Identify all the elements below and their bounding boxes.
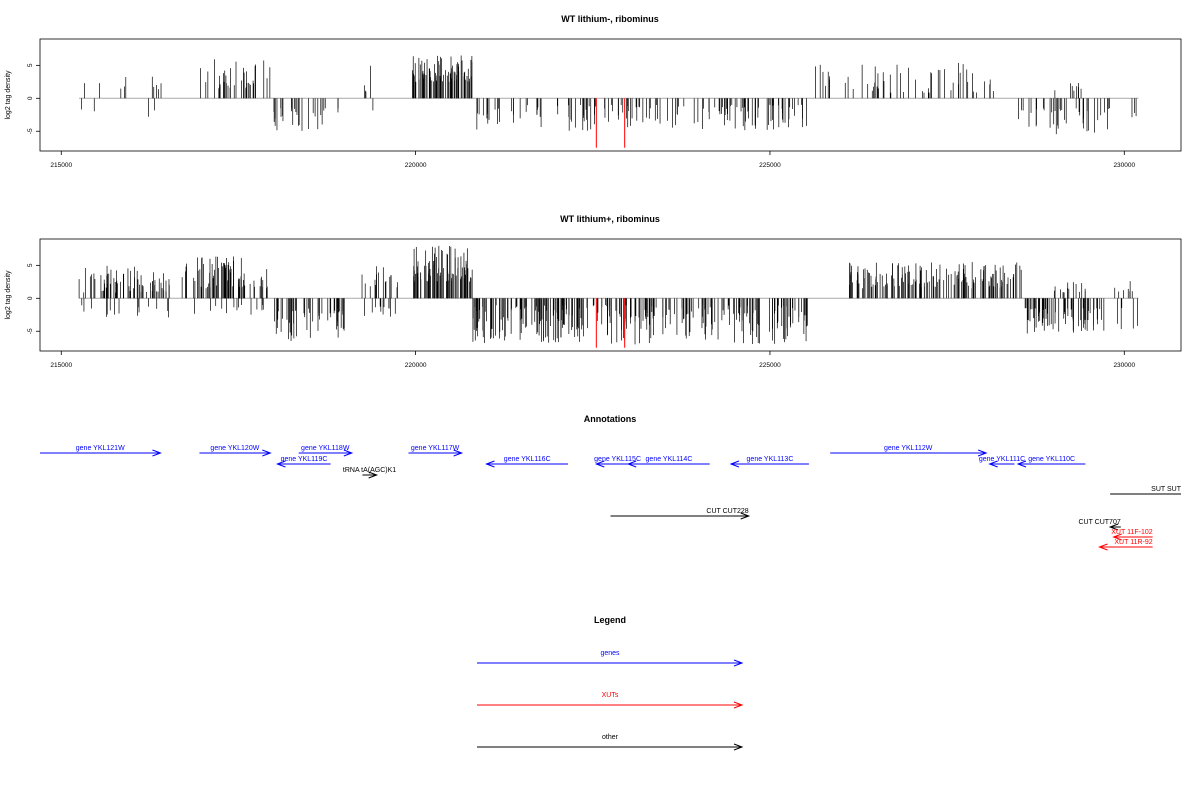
legend-label: other bbox=[602, 734, 619, 741]
panel2-ylabel: log2 tag density bbox=[5, 270, 12, 320]
annotation-feature: gene YKL116C bbox=[485, 456, 568, 468]
annotation-tracks: gene YKL121W gene YKL120W gene YKL118W gene… bbox=[40, 445, 1182, 551]
annotation-feature: XUT 11R-92 bbox=[1098, 539, 1153, 551]
arrow-head bbox=[1098, 543, 1108, 551]
arrow-head bbox=[988, 460, 998, 468]
annotation-label: gene YKL120W bbox=[210, 445, 259, 452]
annotation-feature: tRNA tA(AGC)K1 bbox=[343, 467, 396, 479]
annotation-label: gene YKL112W bbox=[884, 445, 933, 452]
legend-item-genes: genes bbox=[477, 650, 744, 667]
annotation-feature: gene YKL113C bbox=[729, 456, 809, 468]
annotation-feature: gene YKL112W bbox=[830, 445, 988, 457]
annotation-feature: gene YKL120W bbox=[199, 445, 272, 457]
arrow-head bbox=[740, 512, 751, 520]
annotation-label: CUT CUT707 bbox=[1078, 519, 1120, 526]
legend-item-other: other bbox=[477, 734, 744, 751]
annotation-feature: CUT CUT707 bbox=[1078, 519, 1121, 531]
x-tick-label: 230000 bbox=[1113, 362, 1135, 369]
y-tick-label: 5 bbox=[27, 263, 34, 267]
x-tick-label: 225000 bbox=[759, 162, 781, 169]
legend-item-XUTs: XUTs bbox=[477, 692, 744, 709]
annotation-label: XUT 11R-92 bbox=[1114, 539, 1152, 546]
density-bars bbox=[81, 55, 1137, 135]
legend-title: Legend bbox=[594, 615, 626, 625]
annotation-label: gene YKL113C bbox=[747, 456, 794, 463]
panel2-plot: 215000 220000 225000 230000 -5 0 5 bbox=[27, 238, 1182, 369]
panel1-ylabel: log2 tag density bbox=[5, 70, 12, 120]
arrow-head bbox=[1112, 533, 1122, 541]
annotation-label: gene YKL115C bbox=[594, 456, 641, 463]
arrow-head bbox=[275, 460, 286, 468]
x-tick-label: 220000 bbox=[405, 162, 427, 169]
annotation-feature: gene YKL110C bbox=[1016, 456, 1086, 468]
annotation-label: gene YKL117W bbox=[411, 445, 460, 452]
arrow-head bbox=[733, 743, 744, 751]
arrow-head bbox=[453, 449, 464, 457]
annotation-label: gene YKL118W bbox=[301, 445, 350, 452]
y-tick-label: 0 bbox=[27, 96, 34, 100]
annotation-feature: gene YKL111C bbox=[979, 456, 1025, 468]
x-tick-label: 215000 bbox=[50, 362, 72, 369]
annotation-feature: gene YKL119C bbox=[275, 456, 331, 468]
annotation-feature: XUT 11F-102 bbox=[1111, 529, 1153, 541]
arrow-head bbox=[1016, 460, 1027, 468]
arrow-head bbox=[626, 460, 637, 468]
legend-label: genes bbox=[600, 650, 620, 657]
arrow-head bbox=[733, 701, 744, 709]
annotation-feature: gene YKL118W bbox=[298, 445, 354, 457]
annotation-label: XUT 11F-102 bbox=[1111, 529, 1152, 536]
x-tick-label: 225000 bbox=[759, 362, 781, 369]
y-tick-label: 0 bbox=[27, 296, 34, 300]
annotation-label: gene YKL116C bbox=[504, 456, 551, 463]
plot-frame bbox=[39, 38, 1182, 152]
arrow-head bbox=[343, 449, 354, 457]
x-tick-label: 230000 bbox=[1113, 162, 1135, 169]
arrow-head bbox=[733, 659, 744, 667]
x-tick-label: 215000 bbox=[50, 162, 72, 169]
arrow-head bbox=[594, 460, 605, 468]
arrow-head bbox=[262, 449, 272, 457]
annotation-feature: CUT CUT228 bbox=[610, 508, 751, 520]
annotation-feature: gene YKL117W bbox=[408, 445, 464, 457]
panel1-plot: 215000 220000 225000 230000 -5 0 5 bbox=[27, 38, 1182, 169]
annotations-title: Annotations bbox=[584, 414, 637, 424]
annotation-label: gene YKL114C bbox=[646, 456, 693, 463]
annotation-label: gene YKL110C bbox=[1028, 456, 1075, 463]
panel1-title: WT lithium-, ribominus bbox=[561, 14, 659, 24]
annotation-label: gene YKL111C bbox=[979, 456, 1025, 463]
arrow-head bbox=[485, 460, 495, 468]
annotation-label: CUT CUT228 bbox=[706, 508, 748, 515]
y-tick-label: 5 bbox=[27, 63, 34, 67]
arrow-head bbox=[368, 471, 379, 479]
annotation-feature: SUT SUT bbox=[1110, 486, 1182, 495]
annotation-label: gene YKL121W bbox=[76, 445, 125, 452]
panel2-title: WT lithium+, ribominus bbox=[560, 214, 660, 224]
arrow-head bbox=[729, 460, 740, 468]
annotation-label: gene YKL119C bbox=[281, 456, 328, 463]
annotation-label: SUT SUT bbox=[1151, 486, 1182, 493]
annotation-feature: gene YKL121W bbox=[40, 445, 162, 457]
arrow-head bbox=[152, 449, 162, 457]
y-tick-label: -5 bbox=[27, 128, 34, 134]
y-tick-label: -5 bbox=[27, 328, 34, 334]
legend: genes XUTs other bbox=[477, 650, 744, 751]
x-tick-label: 220000 bbox=[405, 362, 427, 369]
annotation-label: tRNA tA(AGC)K1 bbox=[343, 467, 396, 474]
legend-label: XUTs bbox=[602, 692, 619, 699]
arrow-head bbox=[977, 449, 988, 457]
arrow-head bbox=[1108, 523, 1119, 531]
density-bars bbox=[78, 245, 1138, 345]
annotation-feature: gene YKL114C bbox=[626, 456, 710, 468]
plot-frame bbox=[39, 238, 1182, 352]
